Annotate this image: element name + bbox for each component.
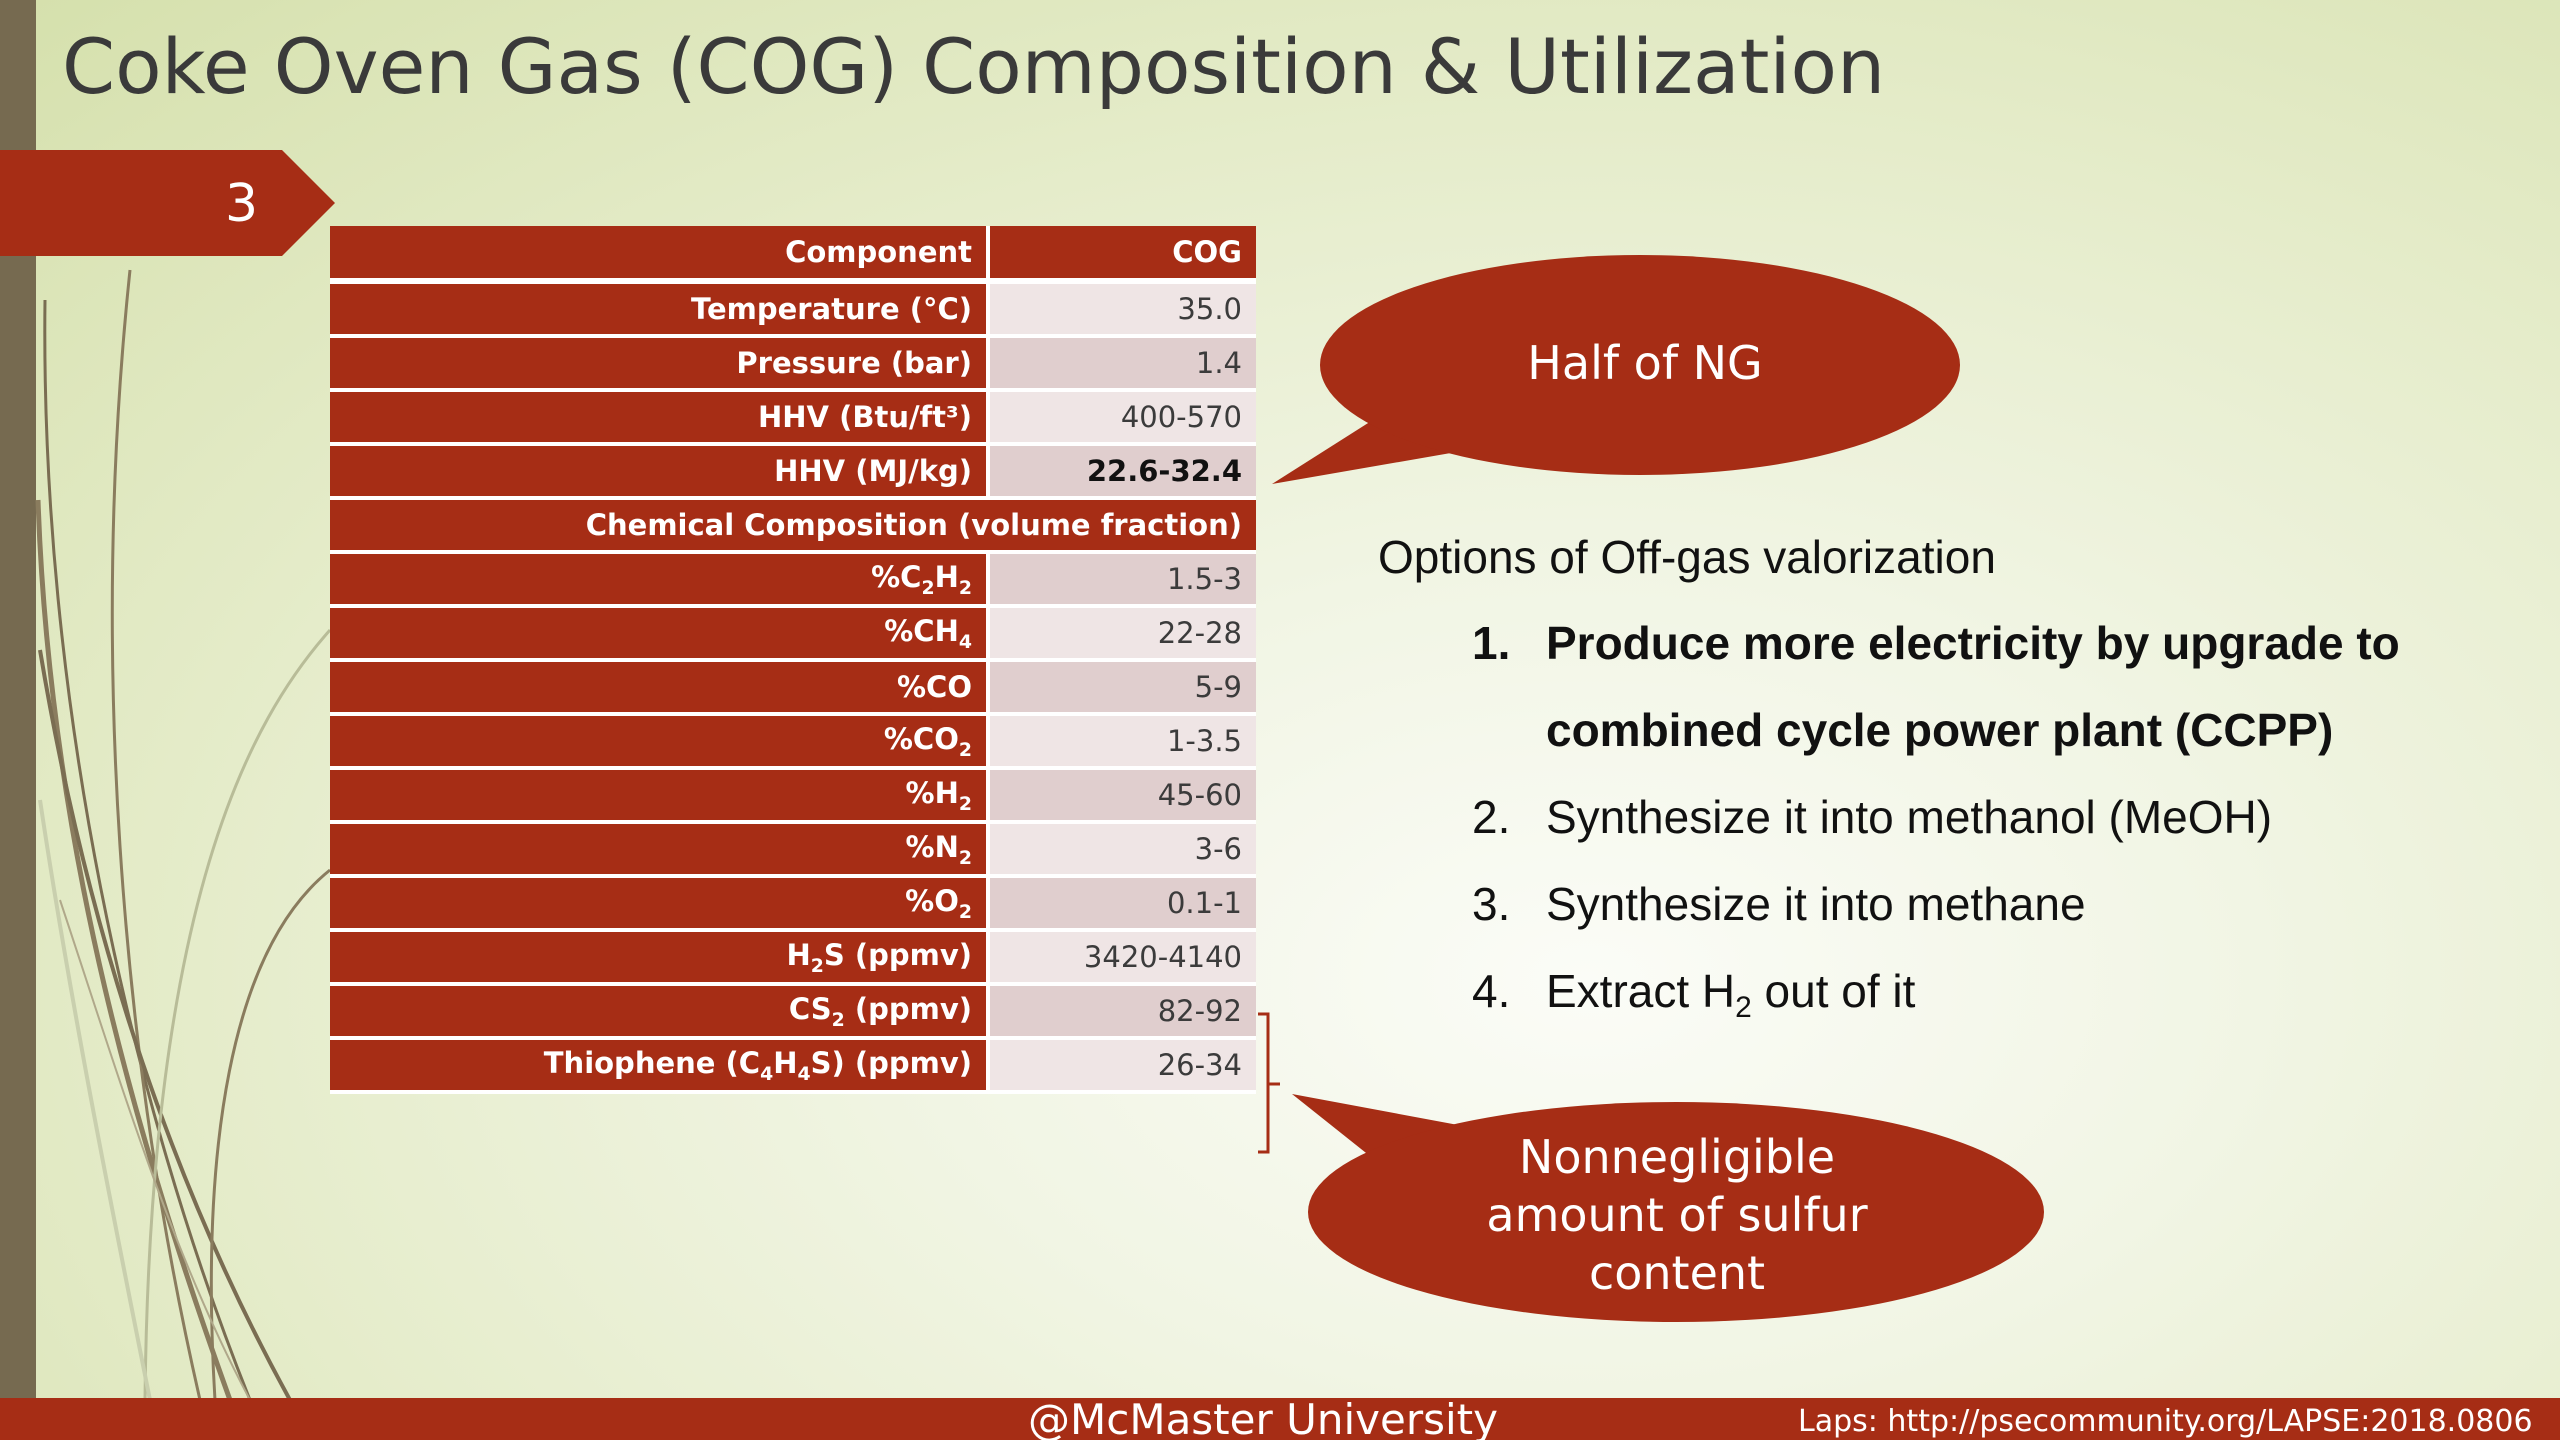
row-label: %C2H2 <box>330 554 986 608</box>
table-row: H2S (ppmv) 3420-4140 <box>330 932 1256 986</box>
row-label: Pressure (bar) <box>330 338 986 392</box>
table-row: Pressure (bar) 1.4 <box>330 338 1256 392</box>
row-label: %H2 <box>330 770 986 824</box>
options-heading: Options of Off-gas valorization <box>1378 531 1996 583</box>
row-value: 0.1-1 <box>986 878 1256 932</box>
table-row: %CH4 22-28 <box>330 608 1256 662</box>
row-label: %CO <box>330 662 986 716</box>
valorization-options: Options of Off-gas valorization 1. Produ… <box>1378 530 2528 1051</box>
row-label: CS2 (ppmv) <box>330 986 986 1040</box>
table-row: %N2 3-6 <box>330 824 1256 878</box>
row-label: %N2 <box>330 824 986 878</box>
list-item: 3. Synthesize it into methane <box>1472 878 2086 930</box>
table-row: %C2H2 1.5-3 <box>330 554 1256 608</box>
row-value: 22-28 <box>986 608 1256 662</box>
row-label: Temperature (°C) <box>330 284 986 338</box>
row-label: HHV (MJ/kg) <box>330 446 986 500</box>
column-header-component: Component <box>330 226 986 284</box>
row-value: 1.4 <box>986 338 1256 392</box>
list-item: 1. Produce more electricity by upgrade t… <box>1472 617 2400 756</box>
options-list: 1. Produce more electricity by upgrade t… <box>1378 600 2528 1051</box>
table-row: HHV (MJ/kg) 22.6-32.4 <box>330 446 1256 500</box>
slide-number: 3 <box>225 174 259 234</box>
table-row: %CO 5-9 <box>330 662 1256 716</box>
decorative-grass-lines <box>35 269 332 1400</box>
table-row: %CO2 1-3.5 <box>330 716 1256 770</box>
table-row: HHV (Btu/ft³) 400-570 <box>330 392 1256 446</box>
row-value: 400-570 <box>986 392 1256 446</box>
row-value: 3420-4140 <box>986 932 1256 986</box>
row-value: 22.6-32.4 <box>986 446 1256 500</box>
row-label: %CO2 <box>330 716 986 770</box>
slide-title: Coke Oven Gas (COG) Composition & Utiliz… <box>62 22 1886 111</box>
sulfur-bracket <box>1258 1012 1280 1154</box>
cog-composition-table: Component COG Temperature (°C) 35.0 Pres… <box>330 226 1256 1094</box>
list-item: 4. Extract H2 out of it <box>1472 965 1916 1025</box>
column-header-cog: COG <box>986 226 1256 284</box>
row-label: Thiophene (C4H4S) (ppmv) <box>330 1040 986 1094</box>
row-value: 1-3.5 <box>986 716 1256 770</box>
footer-citation: Laps: http://psecommunity.org/LAPSE:2018… <box>1798 1404 2533 1439</box>
row-label: %CH4 <box>330 608 986 662</box>
table-row: %H2 45-60 <box>330 770 1256 824</box>
row-value: 35.0 <box>986 284 1256 338</box>
section-header-chemical-composition: Chemical Composition (volume fraction) <box>330 500 1256 554</box>
table-row: Thiophene (C4H4S) (ppmv) 26-34 <box>330 1040 1256 1094</box>
half-ng-bubble-tail <box>1272 418 1468 484</box>
row-label: H2S (ppmv) <box>330 932 986 986</box>
table-header-row: Component COG <box>330 226 1256 284</box>
row-value: 26-34 <box>986 1040 1256 1094</box>
table-row: Temperature (°C) 35.0 <box>330 284 1256 338</box>
footer-bar: @McMaster University Laps: http://psecom… <box>0 1398 2560 1440</box>
footer-university: @McMaster University <box>1028 1398 1498 1440</box>
sulfur-callout-text: Nonnegligible amount of sulfur content <box>1486 1130 1868 1300</box>
row-value: 45-60 <box>986 770 1256 824</box>
row-value: 3-6 <box>986 824 1256 878</box>
table-row: CS2 (ppmv) 82-92 <box>330 986 1256 1040</box>
row-value: 5-9 <box>986 662 1256 716</box>
list-item: 2. Synthesize it into methanol (MeOH) <box>1472 791 2273 843</box>
row-label: HHV (Btu/ft³) <box>330 392 986 446</box>
half-ng-callout-text: Half of NG <box>1527 336 1763 390</box>
row-value: 1.5-3 <box>986 554 1256 608</box>
table-row: %O2 0.1-1 <box>330 878 1256 932</box>
row-label: %O2 <box>330 878 986 932</box>
slide-number-badge: 3 <box>0 150 335 256</box>
row-value: 82-92 <box>986 986 1256 1040</box>
table-section-row: Chemical Composition (volume fraction) <box>330 500 1256 554</box>
